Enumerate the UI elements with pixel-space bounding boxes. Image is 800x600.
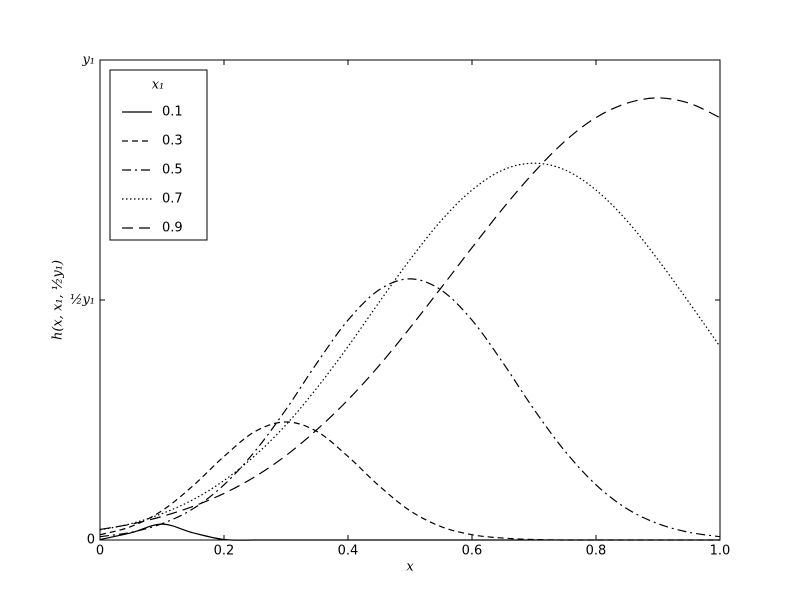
- x-tick-label: 0.8: [586, 544, 607, 559]
- y-tick-label: 0: [87, 533, 95, 548]
- series-line: [99, 97, 721, 531]
- x-tick-label: 0: [96, 544, 104, 559]
- y-tick-label: y₁: [81, 53, 95, 68]
- legend: x₁ 0.1 0.3 0.5 0.7 0.9: [109, 69, 208, 241]
- series-line: [99, 162, 721, 531]
- y-tick-label: ½y₁: [70, 293, 95, 308]
- x-tick-label: 1.0: [710, 544, 731, 559]
- legend-label: 0.1: [162, 105, 183, 120]
- legend-box: [109, 69, 208, 241]
- legend-label: 0.7: [162, 192, 183, 207]
- x-tick-label: 0.6: [462, 544, 483, 559]
- legend-label: 0.9: [162, 221, 183, 236]
- x-tick-label: 0.4: [338, 544, 359, 559]
- legend-label: 0.5: [162, 163, 183, 178]
- plot-frame: [99, 59, 721, 541]
- x-tick-label: 0.2: [214, 544, 235, 559]
- y-axis-label: h(x, x₁, ½y₁): [51, 260, 66, 340]
- x-axis-label: x: [406, 560, 414, 575]
- legend-title: x₁: [152, 78, 165, 93]
- legend-label: 0.3: [162, 134, 183, 149]
